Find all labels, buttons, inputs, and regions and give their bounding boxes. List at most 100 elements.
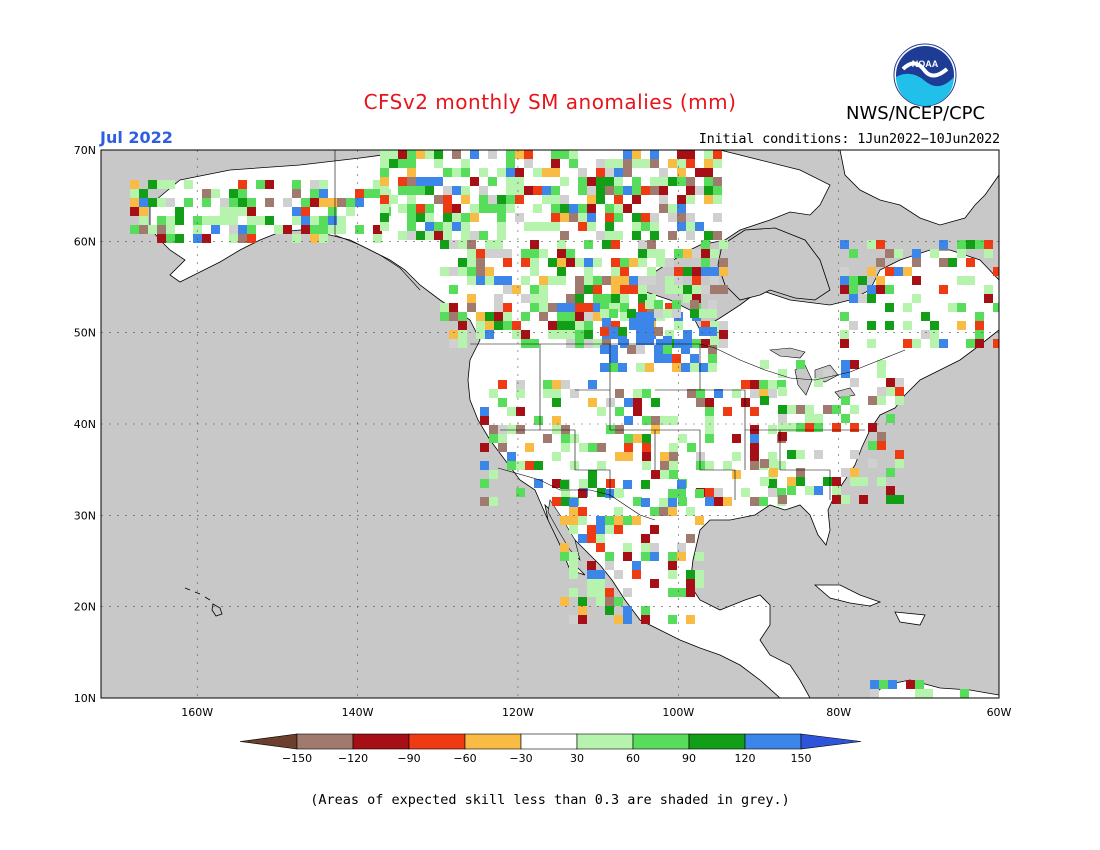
anomaly-cell	[614, 186, 623, 195]
anomaly-cell	[452, 222, 461, 231]
anomaly-cell	[903, 339, 912, 348]
anomaly-cell	[166, 234, 175, 243]
anomaly-cell	[768, 389, 777, 398]
anomaly-cell	[398, 186, 407, 195]
anomaly-cell	[494, 249, 503, 258]
anomaly-cell	[292, 216, 301, 225]
colorbar-tick-label: 30	[570, 752, 584, 765]
anomaly-cell	[560, 516, 569, 525]
anomaly-cell	[632, 213, 641, 222]
anomaly-cell	[888, 680, 897, 689]
anomaly-cell	[609, 345, 618, 354]
anomaly-cell	[623, 552, 632, 561]
anomaly-cell	[960, 689, 969, 698]
anomaly-cell	[434, 150, 443, 159]
anomaly-cell	[542, 186, 551, 195]
anomaly-cell	[701, 249, 710, 258]
anomaly-cell	[524, 159, 533, 168]
anomaly-cell	[957, 321, 966, 330]
anomaly-cell	[796, 405, 805, 414]
anomaly-cell	[355, 225, 364, 234]
anomaly-cell	[645, 327, 654, 336]
anomaly-cell	[202, 234, 211, 243]
anomaly-cell	[476, 249, 485, 258]
anomaly-cell	[605, 561, 614, 570]
anomaly-cell	[458, 258, 467, 267]
anomaly-cell	[407, 231, 416, 240]
anomaly-cell	[485, 330, 494, 339]
anomaly-cell	[647, 276, 656, 285]
anomaly-cell	[623, 516, 632, 525]
anomaly-cell	[506, 195, 515, 204]
anomaly-cell	[229, 225, 238, 234]
anomaly-cell	[915, 680, 924, 689]
lat-label: 50N	[74, 327, 96, 340]
anomaly-cell	[494, 294, 503, 303]
anomaly-cell	[669, 470, 678, 479]
anomaly-cell	[696, 398, 705, 407]
anomaly-cell	[560, 213, 569, 222]
anomaly-cell	[512, 321, 521, 330]
anomaly-cell	[443, 168, 452, 177]
anomaly-cell	[704, 195, 713, 204]
anomaly-cell	[543, 434, 552, 443]
anomaly-cell	[434, 231, 443, 240]
anomaly-cell	[470, 177, 479, 186]
anomaly-cell	[849, 321, 858, 330]
anomaly-cell	[778, 387, 787, 396]
anomaly-cell	[650, 579, 659, 588]
anomaly-cell	[587, 588, 596, 597]
anomaly-cell	[551, 168, 560, 177]
anomaly-cell	[614, 489, 623, 498]
anomaly-cell	[759, 380, 768, 389]
anomaly-cell	[578, 606, 587, 615]
anomaly-cell	[584, 339, 593, 348]
anomaly-cell	[569, 525, 578, 534]
anomaly-cell	[515, 213, 524, 222]
anomaly-cell	[489, 389, 498, 398]
anomaly-cell	[605, 516, 614, 525]
anomaly-cell	[632, 186, 641, 195]
anomaly-cell	[906, 680, 915, 689]
anomaly-cell	[476, 330, 485, 339]
anomaly-cell	[704, 231, 713, 240]
anomaly-cell	[449, 303, 458, 312]
anomaly-cell	[148, 180, 157, 189]
anomaly-cell	[310, 198, 319, 207]
anomaly-cell	[560, 597, 569, 606]
axis-labels: 70N 60N 50N 40N 30N 20N 10N 160W 140W 120W 100W 80W…	[74, 144, 1012, 719]
anomaly-cell	[516, 425, 525, 434]
anomaly-cell	[642, 416, 651, 425]
anomaly-cell	[849, 276, 858, 285]
anomaly-cell	[840, 285, 849, 294]
anomaly-cell	[593, 312, 602, 321]
anomaly-cell	[596, 525, 605, 534]
anomaly-cell	[452, 168, 461, 177]
anomaly-cell	[548, 276, 557, 285]
anomaly-cell	[596, 168, 605, 177]
anomaly-cell	[570, 434, 579, 443]
anomaly-cell	[600, 345, 609, 354]
anomaly-cell	[515, 177, 524, 186]
anomaly-cell	[840, 339, 849, 348]
anomaly-cell	[641, 534, 650, 543]
anomaly-cell	[618, 363, 627, 372]
anomaly-cell	[629, 321, 638, 330]
anomaly-cell	[534, 416, 543, 425]
anomaly-cell	[710, 267, 719, 276]
anomaly-cell	[713, 186, 722, 195]
anomaly-cell	[723, 407, 732, 416]
anomaly-cell	[636, 363, 645, 372]
anomaly-cell	[659, 498, 668, 507]
anomaly-cell	[681, 363, 690, 372]
anomaly-cell	[840, 312, 849, 321]
anomaly-cell	[638, 276, 647, 285]
anomaly-cell	[651, 425, 660, 434]
anomaly-cell	[521, 276, 530, 285]
anomaly-cell	[202, 216, 211, 225]
anomaly-cell	[337, 198, 346, 207]
anomaly-cell	[787, 450, 796, 459]
anomaly-cell	[292, 189, 301, 198]
anomaly-cell	[668, 588, 677, 597]
anomaly-cell	[705, 488, 714, 497]
